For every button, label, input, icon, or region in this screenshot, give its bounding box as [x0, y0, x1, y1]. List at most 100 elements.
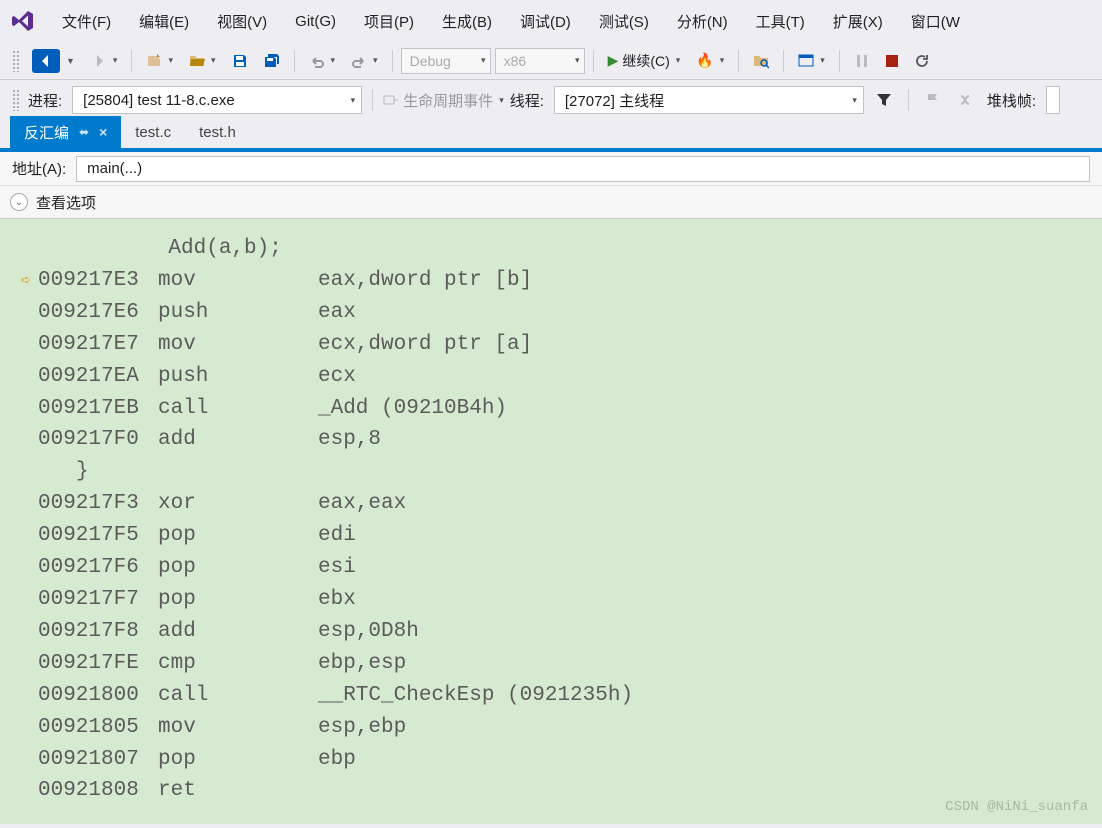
menu-view[interactable]: 视图(V) [203, 1, 281, 42]
pin-icon[interactable]: ⬌ [79, 125, 89, 139]
threads-view-button[interactable] [953, 86, 981, 114]
asm-line[interactable]: 009217F8addesp,0D8h [0, 616, 1102, 648]
save-all-button[interactable] [258, 47, 286, 75]
asm-line[interactable]: 009217EBcall_Add (09210B4h) [0, 393, 1102, 425]
asm-operands: _Add (09210B4h) [318, 393, 1102, 425]
asm-operands: eax,eax [318, 488, 1102, 520]
asm-line[interactable]: 00921805movesp,ebp [0, 712, 1102, 744]
chevron-down-icon: ▼ [66, 56, 75, 66]
disassembly-view: Add(a,b); ➪009217E3moveax,dword ptr [b]0… [0, 218, 1102, 824]
flame-icon: 🔥 [696, 52, 713, 69]
toolbar-grip-icon [12, 50, 20, 72]
asm-address: 00921805 [38, 712, 158, 744]
asm-line[interactable]: 009217EApushecx [0, 361, 1102, 393]
asm-address: 009217F5 [38, 520, 158, 552]
tab-test-h[interactable]: test.h [185, 116, 250, 148]
asm-address: 009217EB [38, 393, 158, 425]
asm-line[interactable]: 009217F7popebx [0, 584, 1102, 616]
asm-line[interactable]: 009217E7movecx,dword ptr [a] [0, 329, 1102, 361]
redo-button[interactable]: ▾ [345, 47, 384, 75]
asm-operands: esp,ebp [318, 712, 1102, 744]
save-button[interactable] [226, 47, 254, 75]
pause-button[interactable] [848, 47, 876, 75]
asm-line[interactable]: 009217F6popesi [0, 552, 1102, 584]
asm-mnemonic: mov [158, 329, 318, 361]
asm-mnemonic: mov [158, 265, 318, 297]
asm-operands: __RTC_CheckEsp (0921235h) [318, 680, 1102, 712]
config-combo[interactable]: Debug▾ [401, 48, 491, 74]
asm-mnemonic: cmp [158, 648, 318, 680]
expand-icon[interactable]: ⌄ [10, 193, 28, 211]
menu-analyze[interactable]: 分析(N) [663, 1, 742, 42]
play-icon: ▶ [608, 52, 619, 69]
nav-forward-button[interactable]: ▾ [85, 47, 124, 75]
asm-operands: ecx [318, 361, 1102, 393]
asm-operands: eax [318, 297, 1102, 329]
asm-operands: edi [318, 520, 1102, 552]
flag-button[interactable] [919, 86, 947, 114]
asm-line[interactable]: 00921808ret [0, 775, 1102, 807]
watermark: CSDN @NiNi_suanfa [945, 797, 1088, 818]
asm-address: 009217EA [38, 361, 158, 393]
open-button[interactable]: ▾ [183, 47, 222, 75]
asm-line[interactable]: 009217F5popedi [0, 520, 1102, 552]
browser-link-button[interactable]: ▾ [792, 47, 831, 75]
menu-build[interactable]: 生成(B) [428, 1, 506, 42]
asm-line[interactable]: 009217FEcmpebp,esp [0, 648, 1102, 680]
stop-button[interactable] [880, 47, 904, 75]
restart-button[interactable] [908, 47, 936, 75]
tab-disassembly[interactable]: 反汇编 ⬌ × [10, 116, 121, 148]
process-combo[interactable]: [25804] test 11-8.c.exe▾ [72, 86, 362, 114]
asm-line[interactable]: 00921800call__RTC_CheckEsp (0921235h) [0, 680, 1102, 712]
asm-mnemonic: push [158, 297, 318, 329]
asm-operands: esp,0D8h [318, 616, 1102, 648]
asm-line[interactable]: 009217E6pusheax [0, 297, 1102, 329]
menu-git[interactable]: Git(G) [281, 3, 350, 40]
asm-address: 00921808 [38, 775, 158, 807]
menu-test[interactable]: 测试(S) [585, 1, 663, 42]
tab-test-c[interactable]: test.c [121, 116, 185, 148]
menu-project[interactable]: 项目(P) [350, 1, 428, 42]
continue-button[interactable]: ▶ 继续(C) ▾ [602, 47, 687, 75]
thread-combo[interactable]: [27072] 主线程▾ [554, 86, 864, 114]
main-toolbar: ▼ ▾ ▾ ▾ ▾ ▾ Debug▾ x86▾ ▶ 继续(C) ▾ 🔥 ▾ [0, 42, 1102, 80]
asm-mnemonic: pop [158, 552, 318, 584]
asm-address: 009217F3 [38, 488, 158, 520]
menu-tools[interactable]: 工具(T) [742, 1, 819, 42]
menu-extensions[interactable]: 扩展(X) [819, 1, 897, 42]
lifecycle-events: 生命周期事件 ▾ [383, 90, 504, 111]
asm-line[interactable]: 009217F3xoreax,eax [0, 488, 1102, 520]
asm-address: 009217FE [38, 648, 158, 680]
asm-address: 009217E3 [38, 265, 158, 297]
menubar: 文件(F) 编辑(E) 视图(V) Git(G) 项目(P) 生成(B) 调试(… [0, 0, 1102, 42]
hot-reload-button[interactable]: 🔥 ▾ [690, 47, 730, 75]
address-input[interactable]: main(...) [76, 156, 1090, 182]
menu-file[interactable]: 文件(F) [48, 1, 125, 42]
stop-icon [886, 55, 898, 67]
asm-mnemonic: ret [158, 775, 318, 807]
vs-logo-icon [8, 6, 38, 36]
asm-mnemonic: call [158, 680, 318, 712]
platform-combo[interactable]: x86▾ [495, 48, 585, 74]
nav-back-button[interactable]: ▼ [26, 47, 81, 75]
asm-address: 009217F0 [38, 424, 158, 456]
asm-address: 009217F7 [38, 584, 158, 616]
asm-line[interactable]: 00921807popebp [0, 744, 1102, 776]
stackframe-combo[interactable] [1046, 86, 1060, 114]
undo-button[interactable]: ▾ [303, 47, 342, 75]
view-options-label[interactable]: 查看选项 [36, 192, 96, 213]
asm-mnemonic: pop [158, 584, 318, 616]
new-item-button[interactable]: ▾ [140, 47, 179, 75]
asm-mnemonic: mov [158, 712, 318, 744]
menu-window[interactable]: 窗口(W [897, 1, 974, 42]
menu-debug[interactable]: 调试(D) [506, 1, 585, 42]
asm-mnemonic: pop [158, 744, 318, 776]
asm-operands: ebx [318, 584, 1102, 616]
find-in-files-button[interactable] [747, 47, 775, 75]
menu-edit[interactable]: 编辑(E) [125, 1, 203, 42]
document-tabbar: 反汇编 ⬌ × test.c test.h [0, 120, 1102, 152]
filter-button[interactable] [870, 86, 898, 114]
asm-line[interactable]: ➪009217E3moveax,dword ptr [b] [0, 265, 1102, 297]
asm-line[interactable]: 009217F0addesp,8 [0, 424, 1102, 456]
close-icon[interactable]: × [99, 124, 107, 140]
